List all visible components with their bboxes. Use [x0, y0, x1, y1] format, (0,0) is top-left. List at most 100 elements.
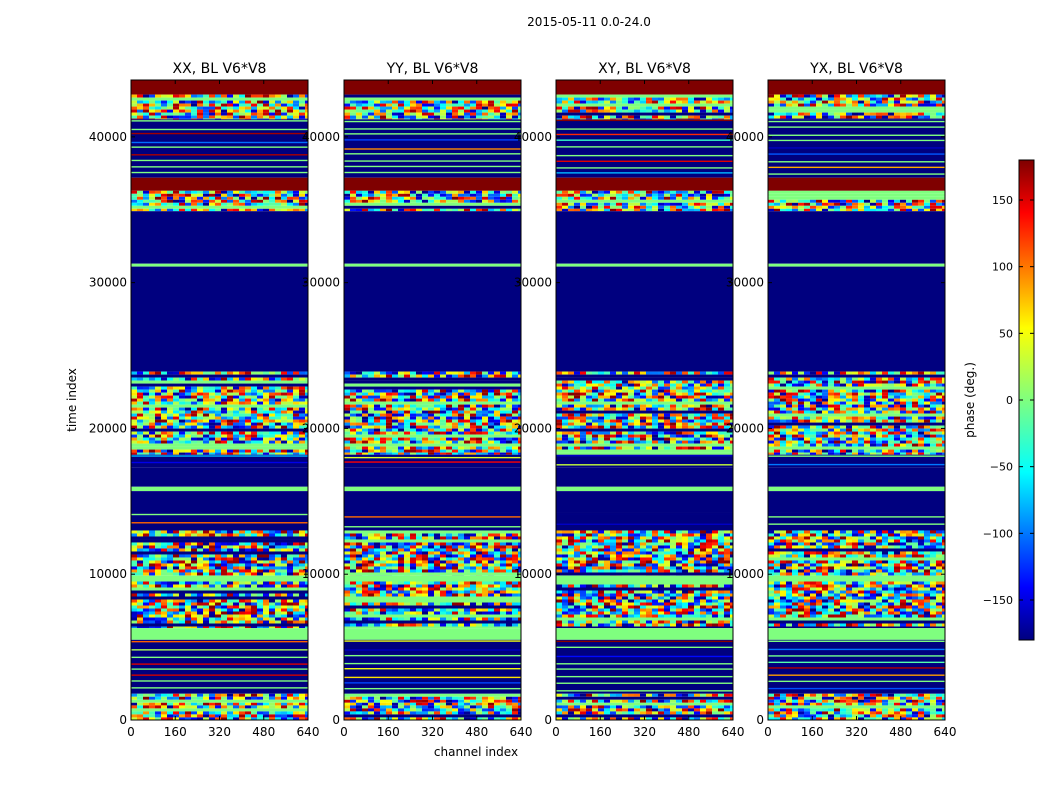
phase-cell	[239, 608, 245, 612]
phase-cell	[700, 380, 706, 384]
phase-cell	[344, 446, 350, 450]
phase-cell	[362, 419, 368, 423]
phase-cell	[476, 449, 482, 453]
phase-cell	[682, 100, 688, 104]
phase-cell	[293, 557, 299, 561]
phase-cell	[568, 407, 574, 411]
phase-cell	[392, 389, 398, 393]
phase-cell	[263, 705, 269, 709]
phase-cell	[488, 711, 494, 715]
phase-cell	[562, 419, 568, 423]
phase-stripe	[344, 526, 521, 528]
phase-cell	[239, 434, 245, 438]
phase-cell	[227, 401, 233, 405]
phase-cell	[416, 590, 422, 594]
phase-cell	[203, 614, 209, 618]
phase-cell	[143, 440, 149, 444]
phase-cell	[215, 548, 221, 552]
phase-cell	[386, 702, 392, 706]
phase-cell	[380, 407, 386, 411]
phase-cell	[239, 548, 245, 552]
phase-cell	[149, 392, 155, 396]
phase-cell	[464, 407, 470, 411]
phase-cell	[263, 449, 269, 453]
phase-stripe	[131, 128, 308, 131]
phase-cell	[428, 708, 434, 712]
phase-cell	[203, 599, 209, 603]
phase-cell	[380, 617, 386, 621]
phase-cell	[155, 410, 161, 414]
phase-cell	[556, 115, 562, 119]
phase-cell	[227, 392, 233, 396]
phase-cell	[161, 422, 167, 426]
phase-cell	[646, 395, 652, 399]
phase-cell	[470, 536, 476, 540]
phase-cell	[197, 193, 203, 197]
phase-cell	[562, 398, 568, 402]
phase-cell	[191, 377, 197, 381]
phase-cell	[562, 434, 568, 438]
phase-cell	[203, 112, 209, 116]
phase-cell	[149, 202, 155, 206]
phase-cell	[275, 118, 281, 120]
phase-cell	[131, 581, 137, 585]
phase-cell	[512, 371, 518, 375]
phase-cell	[368, 440, 374, 444]
phase-cell	[634, 419, 640, 423]
phase-cell	[682, 437, 688, 441]
phase-cell	[688, 202, 694, 206]
phase-cell	[185, 115, 191, 119]
phase-cell	[718, 106, 724, 110]
phase-cell	[488, 699, 494, 703]
phase-cell	[404, 100, 410, 104]
phase-cell	[374, 416, 380, 420]
phase-cell	[458, 118, 464, 120]
phase-cell	[380, 551, 386, 555]
phase-cell	[251, 560, 257, 564]
phase-cell	[476, 590, 482, 594]
phase-cell	[299, 566, 305, 570]
phase-cell	[658, 193, 664, 197]
phase-stripe	[556, 199, 733, 203]
phase-cell	[404, 371, 410, 375]
phase-cell	[434, 563, 440, 567]
phase-cell	[676, 389, 682, 393]
phase-cell	[482, 702, 488, 706]
phase-cell	[374, 557, 380, 561]
phase-cell	[482, 196, 488, 200]
phase-cell	[299, 109, 305, 113]
phase-cell	[197, 413, 203, 417]
phase-cell	[293, 714, 299, 718]
phase-cell	[452, 428, 458, 432]
phase-cell	[251, 605, 257, 609]
phase-cell	[556, 425, 562, 429]
phase-cell	[179, 545, 185, 549]
phase-cell	[488, 374, 494, 378]
phase-cell	[215, 193, 221, 197]
phase-cell	[191, 557, 197, 561]
phase-cell	[362, 109, 368, 113]
phase-cell	[506, 590, 512, 594]
phase-cell	[155, 94, 161, 98]
phase-cell	[251, 190, 257, 194]
phase-cell	[344, 617, 350, 621]
phase-cell	[718, 208, 724, 212]
phase-cell	[434, 371, 440, 375]
phase-cell	[281, 431, 287, 435]
phase-stripe	[556, 374, 733, 378]
phase-cell	[293, 452, 299, 455]
phase-cell	[440, 440, 446, 444]
phase-cell	[197, 407, 203, 411]
phase-cell	[416, 717, 422, 720]
phase-cell	[215, 599, 221, 603]
phase-cell	[263, 118, 269, 120]
phase-cell	[275, 557, 281, 561]
phase-cell	[209, 714, 215, 718]
phase-cell	[416, 193, 422, 197]
phase-cell	[392, 587, 398, 591]
phase-cell	[227, 208, 233, 212]
phase-cell	[374, 407, 380, 411]
phase-cell	[622, 425, 628, 429]
phase-cell	[568, 422, 574, 426]
phase-cell	[616, 404, 622, 408]
